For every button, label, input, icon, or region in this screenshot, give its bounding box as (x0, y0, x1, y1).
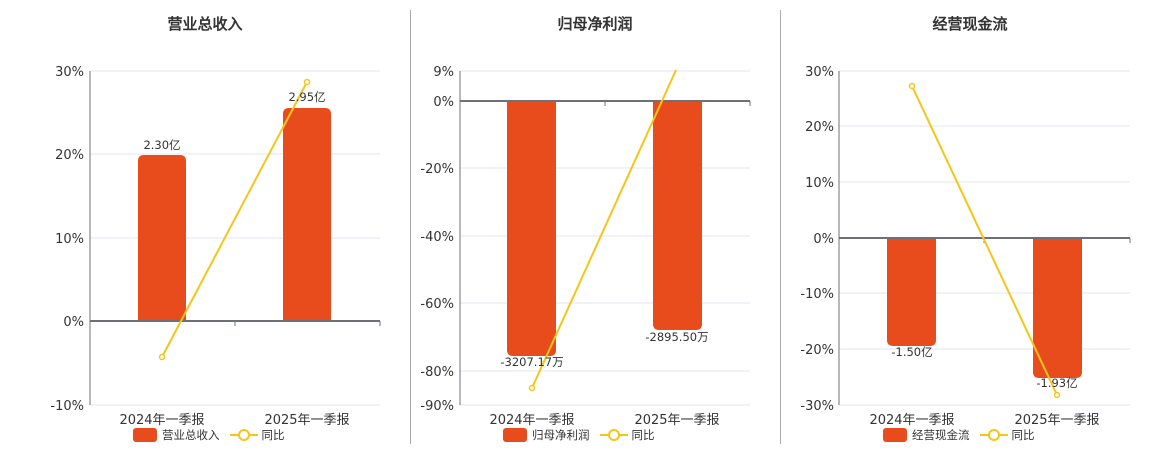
y-tick: 20% (55, 148, 84, 163)
legend-line-swatch-icon[interactable] (229, 428, 258, 442)
legend-line-swatch-icon[interactable] (599, 428, 628, 442)
x-category: 2024年一季报 (869, 413, 954, 428)
x-category: 2024年一季报 (119, 413, 204, 428)
legend-bar-label[interactable]: 经营现金流 (912, 428, 970, 442)
legend-line-label[interactable]: 同比 (261, 428, 285, 442)
x-category: 2025年一季报 (634, 413, 719, 428)
y-tick: 0% (433, 95, 454, 110)
y-tick: -30% (800, 399, 834, 414)
y-tick: -20% (800, 343, 834, 358)
panel-divider (780, 10, 781, 444)
legend-cashflow: 经营现金流 同比 (883, 427, 1035, 443)
y-tick: 30% (55, 65, 84, 80)
bar-value-label: -3207.17万 (500, 355, 563, 369)
y-tick: 20% (805, 120, 834, 135)
bar-value-label: 2.95亿 (288, 90, 325, 104)
y-tick: 10% (805, 176, 834, 191)
x-category: 2025年一季报 (264, 413, 349, 428)
legend-bar-swatch[interactable] (883, 428, 907, 442)
y-tick: 0% (63, 315, 84, 330)
revenue-chart-svg: 30% 20% 10% 0% -10% 2.30亿 2.95亿 2024年一季报… (50, 65, 381, 428)
y-tick: -10% (50, 399, 84, 414)
y-tick: -40% (420, 230, 454, 245)
y-tick: 30% (805, 65, 834, 80)
y-tick: -80% (420, 365, 454, 380)
legend-net-profit: 归母净利润 同比 (503, 427, 655, 443)
chart-panel-net-profit: 归母净利润 (410, 0, 780, 450)
y-tick: -90% (420, 399, 454, 414)
bar-2024q1 (887, 238, 936, 346)
bar-value-label: -1.50亿 (891, 345, 932, 359)
y-tick: -20% (420, 162, 454, 177)
legend-bar-label[interactable]: 营业总收入 (162, 428, 220, 442)
bar-2024q1 (138, 155, 186, 321)
legend-revenue: 营业总收入 同比 (133, 427, 285, 443)
bar-value-label: -2895.50万 (645, 330, 708, 344)
y-tick: 10% (55, 232, 84, 247)
chart-title: 经营现金流 (932, 15, 1008, 33)
bar-value-label: 2.30亿 (143, 138, 180, 152)
legend-bar-swatch[interactable] (503, 428, 527, 442)
bar-2025q1 (653, 101, 702, 330)
legend-bar-swatch[interactable] (133, 428, 157, 442)
bar-value-label: -1.93亿 (1036, 376, 1077, 390)
y-tick: 9% (433, 65, 454, 80)
legend-line-swatch-icon[interactable] (979, 428, 1008, 442)
legend-line-label[interactable]: 同比 (631, 428, 655, 442)
x-category: 2025年一季报 (1014, 413, 1099, 428)
chart-panel-operating-cashflow: 经营现金流 (780, 0, 1160, 450)
chart-panel-revenue: 营业总收入 (0, 0, 410, 450)
y-tick: 0% (813, 232, 834, 247)
y-tick: -10% (800, 287, 834, 302)
panel-divider (410, 10, 411, 444)
bar-2025q1 (283, 108, 331, 321)
legend-bar-label[interactable]: 归母净利润 (532, 428, 590, 442)
legend-line-label[interactable]: 同比 (1011, 428, 1035, 442)
y-tick: -60% (420, 297, 454, 312)
bar-2024q1 (507, 101, 556, 356)
x-category: 2024年一季报 (489, 413, 574, 428)
bar-2025q1 (1033, 238, 1082, 378)
chart-title: 营业总收入 (167, 15, 243, 33)
chart-title: 归母净利润 (557, 15, 633, 33)
